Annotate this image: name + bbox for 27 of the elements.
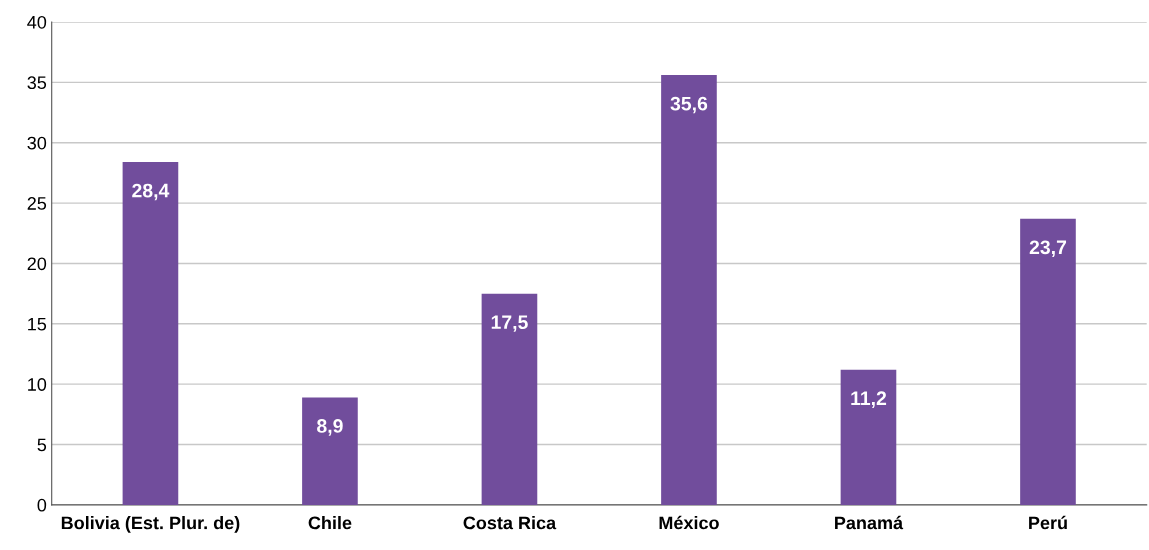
x-tick-label: Costa Rica <box>463 516 557 530</box>
data-label: 35,6 <box>670 96 708 114</box>
bar <box>840 369 897 505</box>
bar <box>481 293 538 505</box>
bar <box>1020 218 1076 505</box>
data-label: 8,9 <box>317 419 343 436</box>
x-tick-label: Panamá <box>835 515 904 530</box>
bar <box>122 162 179 505</box>
x-tick-label: Perú <box>1029 515 1067 530</box>
y-tick-label: 25 <box>27 197 47 210</box>
x-tick-label: Chile <box>308 516 352 530</box>
y-tick-label: 20 <box>27 257 47 271</box>
x-tick-label: Bolivia (Est. Plur. de) <box>61 516 240 533</box>
data-label: 28,4 <box>132 183 170 201</box>
y-tick-label: 35 <box>27 76 47 90</box>
y-tick-label: 5 <box>37 438 47 452</box>
y-tick-label: 30 <box>27 136 47 150</box>
y-tick-label: 0 <box>37 498 47 512</box>
data-label: 23,7 <box>1029 240 1067 257</box>
bar <box>661 75 717 505</box>
y-tick-label: 10 <box>28 378 47 391</box>
y-tick-label: 15 <box>28 317 47 331</box>
x-tick-label: México <box>659 515 719 530</box>
data-label: 11,2 <box>851 391 887 408</box>
data-label: 17,5 <box>491 315 528 332</box>
y-tick-label: 40 <box>27 15 47 29</box>
bar <box>302 397 358 505</box>
